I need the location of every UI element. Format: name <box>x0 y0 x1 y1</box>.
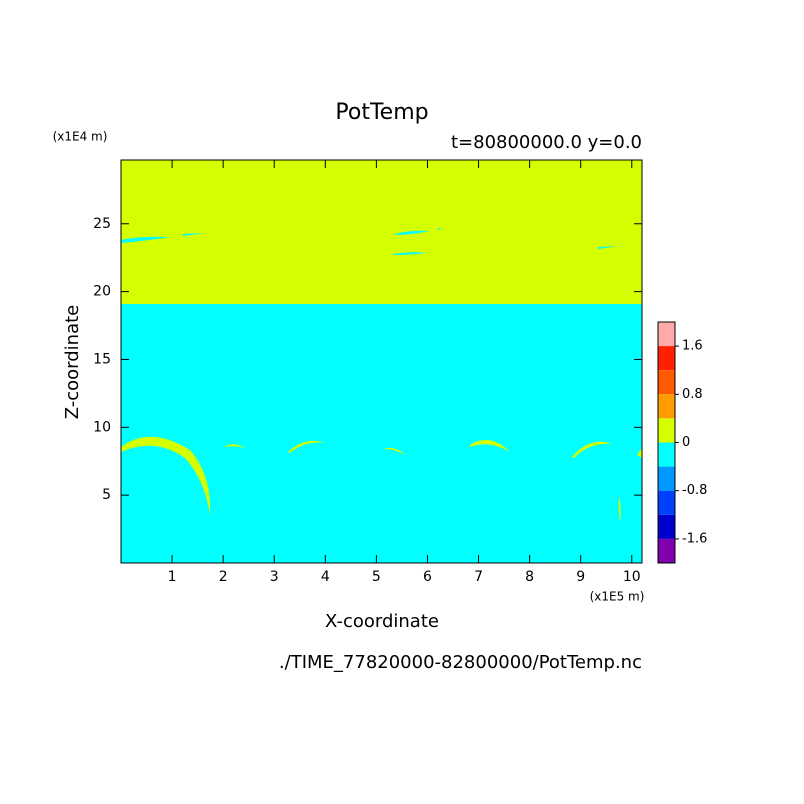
blob <box>393 252 427 255</box>
blob <box>225 444 245 448</box>
colorbar-label: 0 <box>682 435 690 450</box>
blob <box>183 233 205 236</box>
colorbar-swatch <box>658 466 675 491</box>
x-tick-label: 1 <box>168 569 177 585</box>
colorbar-label: -0.8 <box>682 483 707 498</box>
blob <box>618 497 621 522</box>
blob <box>637 448 642 458</box>
x-tick-label: 9 <box>576 569 585 585</box>
blob <box>598 246 618 249</box>
colorbar-label: 0.8 <box>682 387 703 402</box>
blob <box>121 236 170 243</box>
plot-frame <box>120 159 643 564</box>
y-tick-label: 25 <box>93 216 111 232</box>
x-tick-label: 6 <box>423 569 432 585</box>
y-unit: (x1E4 m) <box>53 130 108 144</box>
x-tick-label: 4 <box>321 569 330 585</box>
colorbar-swatch <box>658 394 675 419</box>
colorbar-label: -1.6 <box>682 531 707 546</box>
blob <box>572 441 612 458</box>
x-tick-label: 5 <box>372 569 381 585</box>
blob <box>437 228 441 230</box>
y-tick-label: 20 <box>93 284 111 300</box>
y-tick-label: 15 <box>93 351 111 367</box>
y-axis-label: Z-coordinate <box>62 305 83 420</box>
x-tick-label: 3 <box>270 569 279 585</box>
blob <box>288 440 325 453</box>
region <box>121 160 642 304</box>
region <box>121 304 642 563</box>
footer: ./TIME_77820000-82800000/PotTemp.nc <box>279 652 642 673</box>
y-tick-label: 10 <box>93 419 111 435</box>
colorbar-swatch <box>658 538 675 563</box>
blob <box>121 436 211 515</box>
colorbar-swatch <box>658 514 675 539</box>
y-tick-label: 5 <box>102 487 111 503</box>
blob <box>395 230 430 235</box>
colorbar-swatch <box>658 346 675 371</box>
colorbar-swatch <box>658 370 675 395</box>
colorbar-swatch <box>658 442 675 467</box>
colorbar-swatch <box>658 322 675 347</box>
contour-field <box>121 160 642 563</box>
colorbar-swatch <box>658 418 675 443</box>
chart-title: PotTemp <box>335 100 428 125</box>
x-axis-label: X-coordinate <box>325 611 439 632</box>
x-tick-label: 7 <box>474 569 483 585</box>
subtitle: t=80800000.0 y=0.0 <box>451 132 642 153</box>
x-unit: (x1E5 m) <box>590 590 645 604</box>
x-tick-label: 2 <box>219 569 228 585</box>
x-tick-label: 10 <box>623 569 641 585</box>
blob <box>385 447 405 455</box>
colorbar-label: 1.6 <box>682 339 703 354</box>
blob <box>470 439 510 452</box>
x-tick-label: 8 <box>525 569 534 585</box>
colorbar-swatch <box>658 490 675 515</box>
